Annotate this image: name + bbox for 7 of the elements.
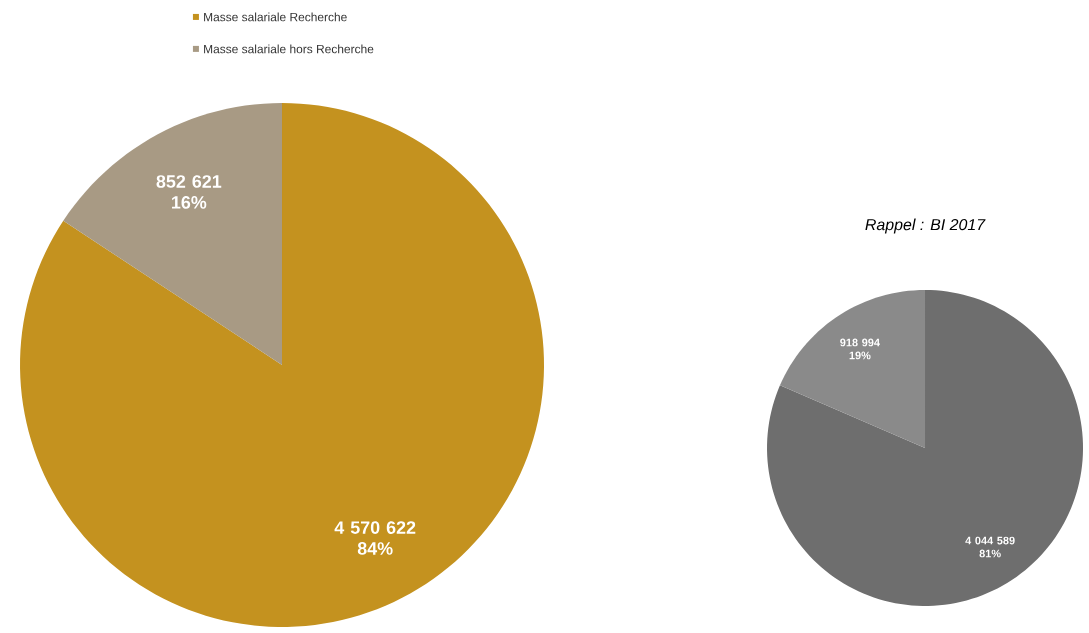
legend-label: Masse salariale hors Recherche bbox=[204, 44, 374, 54]
data-label: 852 621 16% bbox=[156, 175, 222, 209]
chart-title: Rappel : BI 2017 bbox=[865, 218, 986, 234]
legend-label: Masse salariale Recherche bbox=[204, 12, 347, 22]
data-label: 4 044 589 81% bbox=[965, 536, 1015, 558]
data-label: 918 994 19% bbox=[840, 338, 880, 360]
data-label: 4 570 622 84% bbox=[334, 521, 416, 555]
